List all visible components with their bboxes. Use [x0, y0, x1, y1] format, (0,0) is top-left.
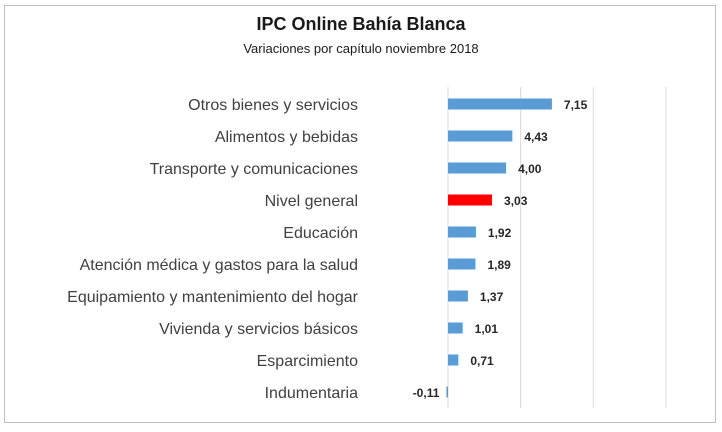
bar — [448, 354, 459, 366]
category-label: Transporte y comunicaciones — [150, 161, 358, 178]
value-label: 1,37 — [480, 290, 504, 304]
value-labels: 7,15 4,43 4,00 3,03 1,92 1,89 1,37 1,01 0,71 -0,1… — [413, 98, 588, 400]
category-label: Esparcimiento — [257, 353, 358, 370]
bar — [446, 386, 448, 398]
value-label: 3,03 — [504, 194, 528, 208]
bar — [448, 194, 493, 206]
category-label: Alimentos y bebidas — [215, 129, 358, 146]
value-label: 1,89 — [487, 258, 511, 272]
value-label: 7,15 — [564, 98, 588, 112]
value-label: 4,43 — [524, 130, 548, 144]
category-label: Educación — [283, 225, 358, 242]
category-label: Atención médica y gastos para la salud — [80, 257, 358, 274]
category-label: Indumentaria — [265, 385, 358, 402]
bars — [446, 98, 552, 398]
value-label: -0,11 — [413, 386, 440, 400]
bar — [448, 322, 463, 334]
value-label: 1,01 — [475, 322, 499, 336]
chart-frame — [4, 5, 716, 423]
category-label: Vivienda y servicios básicos — [159, 321, 358, 338]
bar — [448, 130, 513, 142]
category-labels: Otros bienes y servicios Alimentos y bebi… — [67, 97, 359, 402]
value-label: 4,00 — [518, 162, 542, 176]
value-label: 0,71 — [470, 354, 494, 368]
chart-title: IPC Online Bahía Blanca — [256, 14, 466, 34]
bar — [448, 162, 507, 174]
category-label: Equipamiento y mantenimiento del hogar — [67, 289, 359, 306]
bar — [448, 290, 468, 302]
value-label: 1,92 — [488, 226, 512, 240]
bar — [448, 98, 552, 110]
chart-subtitle: Variaciones por capítulo noviembre 2018 — [243, 41, 479, 56]
category-label: Otros bienes y servicios — [188, 97, 358, 114]
bar — [448, 226, 476, 238]
bar — [448, 258, 476, 270]
category-label: Nivel general — [265, 193, 358, 210]
